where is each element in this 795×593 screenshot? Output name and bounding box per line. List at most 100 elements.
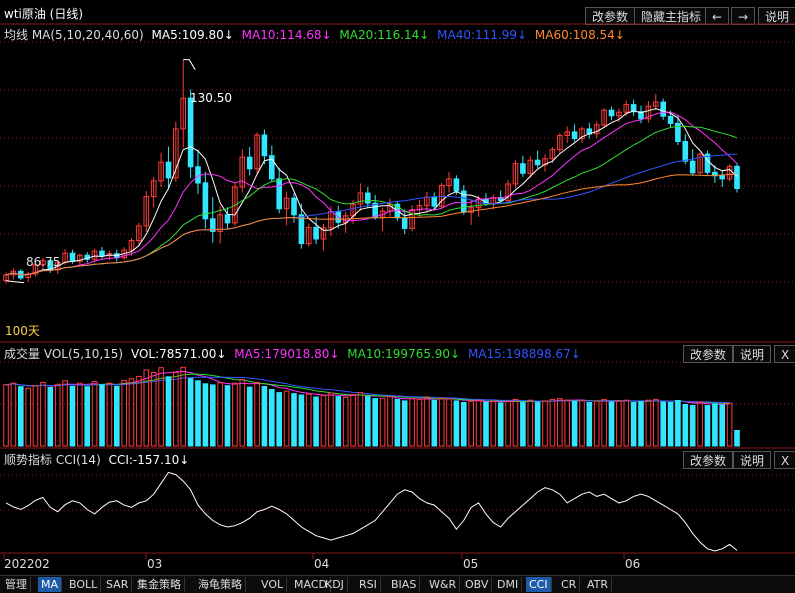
candle-body (165, 161, 172, 179)
candle (645, 101, 652, 123)
volume-legend-prefix: 成交量 VOL(5,10,15) (4, 347, 124, 361)
candle-body (40, 260, 46, 266)
candle (416, 200, 423, 217)
tab-macd[interactable]: MACD (291, 577, 331, 592)
volume-bar (579, 400, 585, 447)
volume-bar (210, 384, 216, 447)
volume-bar (667, 402, 674, 447)
volume-bar (173, 372, 179, 447)
x-axis-label: 05 (463, 557, 478, 571)
cci-params-button[interactable]: 改参数 (683, 451, 734, 469)
candle-body (143, 196, 150, 227)
volume-bar (25, 387, 31, 447)
volume-bar (379, 397, 386, 447)
volume-bar (91, 381, 98, 447)
candle-body (409, 209, 415, 229)
candle (261, 129, 268, 165)
indicator-tab-bar: 管理 MA BOLL SAR 集金策略 海龟策略 VOL MACD KDJ RSI BIAS W&R O… (0, 575, 795, 593)
candle (697, 152, 703, 175)
volume-bar (99, 384, 105, 447)
volume-close-icon[interactable]: X (774, 345, 795, 363)
tab-boll[interactable]: BOLL (66, 577, 102, 592)
volume-bar (416, 398, 423, 447)
candle-body (32, 264, 39, 275)
tab-kdj[interactable]: KDJ (322, 577, 348, 592)
candlestick-series (3, 59, 740, 284)
candle (527, 156, 534, 178)
tab-[interactable]: 管理 (2, 577, 31, 592)
candle-body (726, 165, 733, 180)
candle (512, 160, 519, 189)
cci-legend-prefix: 顺势指标 CCI(14) (4, 453, 101, 467)
volume-bar (350, 394, 356, 447)
vol-ma5-value: MA5:179018.80↓ (234, 347, 340, 361)
tab-w-r[interactable]: W&R (426, 577, 461, 592)
tab-atr[interactable]: ATR (584, 577, 613, 592)
cci-close-icon[interactable]: X (774, 451, 795, 469)
volume-bar (77, 382, 83, 447)
candle (246, 147, 253, 176)
volume-bar (305, 393, 312, 447)
volume-bar (158, 367, 164, 447)
volume-bar (128, 378, 135, 447)
volume-bar (453, 400, 460, 447)
candle (379, 207, 386, 231)
volume-bar (357, 392, 364, 447)
volume-bar (313, 396, 319, 447)
candle (593, 121, 600, 138)
tab-ma[interactable]: MA (38, 577, 63, 592)
candle-body (158, 161, 164, 182)
candle (409, 205, 415, 232)
candle-body (261, 134, 268, 157)
volume-params-button[interactable]: 改参数 (683, 345, 734, 363)
candle (675, 115, 681, 146)
candle-body (283, 197, 290, 210)
tab-dmi[interactable]: DMI (494, 577, 523, 592)
volume-bar (630, 402, 637, 447)
volume-bar (291, 393, 297, 447)
candle-body (645, 105, 652, 120)
tab-cci[interactable]: CCI (526, 577, 552, 592)
candle-body (534, 159, 541, 166)
help-button[interactable]: 说明 (758, 7, 795, 25)
candle (143, 191, 150, 232)
tab-[interactable]: 集金策略 (134, 577, 185, 592)
cci-polyline (5, 471, 738, 552)
volume-bar (512, 398, 519, 447)
x-axis-label: 03 (147, 557, 162, 571)
candle-body (328, 211, 334, 229)
candle-body (232, 186, 238, 224)
candle-body (601, 109, 607, 126)
candle-body (269, 155, 275, 180)
ma60-value: MA60:108.54↓ (534, 28, 625, 42)
candle (128, 238, 135, 256)
volume-bar (542, 400, 548, 447)
candle (305, 223, 312, 247)
volume-bar (328, 392, 334, 447)
tab-bias[interactable]: BIAS (388, 577, 421, 592)
tab-cr[interactable]: CR (558, 577, 581, 592)
candle (579, 126, 585, 144)
candle-body (173, 128, 179, 179)
volume-bar (320, 395, 327, 447)
tab-rsi[interactable]: RSI (356, 577, 381, 592)
tab-sar[interactable]: SAR (103, 577, 133, 592)
volume-bar (47, 387, 54, 447)
volume-bar (54, 383, 61, 447)
candle (313, 216, 319, 245)
candle-body (682, 141, 689, 162)
candle-body (549, 149, 556, 160)
candle (424, 192, 430, 214)
candle-body (630, 104, 637, 113)
volume-help-button[interactable]: 说明 (733, 345, 772, 363)
tab-[interactable]: 海龟策略 (195, 577, 246, 592)
tab-vol[interactable]: VOL (258, 577, 288, 592)
candle-body (468, 207, 474, 213)
cci-help-button[interactable]: 说明 (733, 451, 772, 469)
candle (210, 197, 216, 243)
candle-body (180, 97, 186, 130)
tab-obv[interactable]: OBV (462, 577, 493, 592)
volume-bar (534, 401, 541, 447)
x-axis-label: 04 (314, 557, 329, 571)
